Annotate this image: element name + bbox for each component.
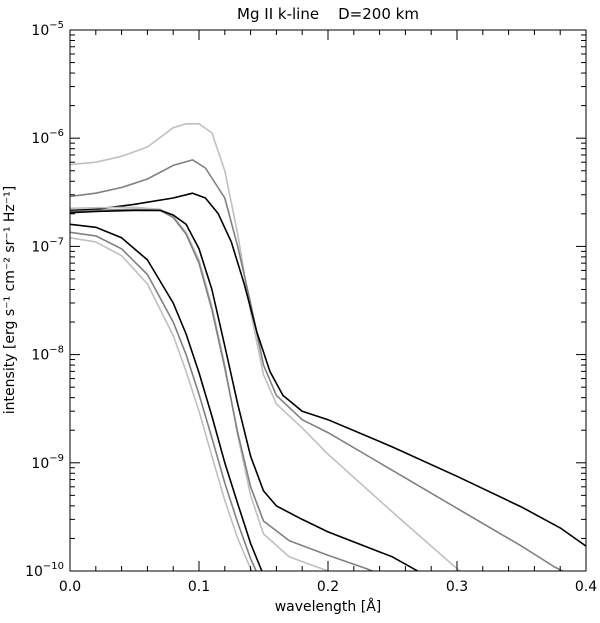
y-tick-label: 10−10 [25, 561, 64, 580]
x-tick-label: 0.0 [59, 579, 81, 595]
y-tick-label: 10−8 [31, 345, 64, 364]
y-tick-label: 10−6 [31, 128, 64, 147]
x-tick-label: 0.3 [446, 579, 468, 595]
series-line-2 [70, 159, 564, 571]
x-tick-label: 0.2 [317, 579, 339, 595]
series-line-7 [70, 237, 253, 571]
series-line-4 [70, 206, 332, 571]
series-line-1 [70, 123, 462, 571]
series-line-6 [70, 209, 420, 571]
x-tick-label: 0.4 [575, 579, 597, 595]
x-axis-label: wavelength [Å] [275, 598, 382, 615]
series-line-9 [70, 223, 263, 571]
y-tick-label: 10−9 [31, 453, 64, 472]
x-tick-label: 0.1 [188, 579, 210, 595]
series-group [70, 123, 586, 571]
y-tick-label: 10−5 [31, 20, 64, 39]
y-tick-label: 10−7 [31, 236, 64, 255]
chart-title: Mg II k-line D=200 km [237, 5, 419, 23]
series-line-3 [70, 192, 586, 547]
y-axis-label: intensity [erg s⁻¹ cm⁻² sr⁻¹ Hz⁻¹] [2, 186, 18, 414]
y-axis: 10−10 10−9 10−8 10−7 10−6 10−5 [25, 20, 586, 580]
x-axis: 0.0 0.1 0.2 0.3 0.4 [59, 30, 597, 595]
series-line-8 [70, 231, 258, 571]
series-line-5 [70, 208, 375, 571]
plot-frame [69, 29, 587, 572]
